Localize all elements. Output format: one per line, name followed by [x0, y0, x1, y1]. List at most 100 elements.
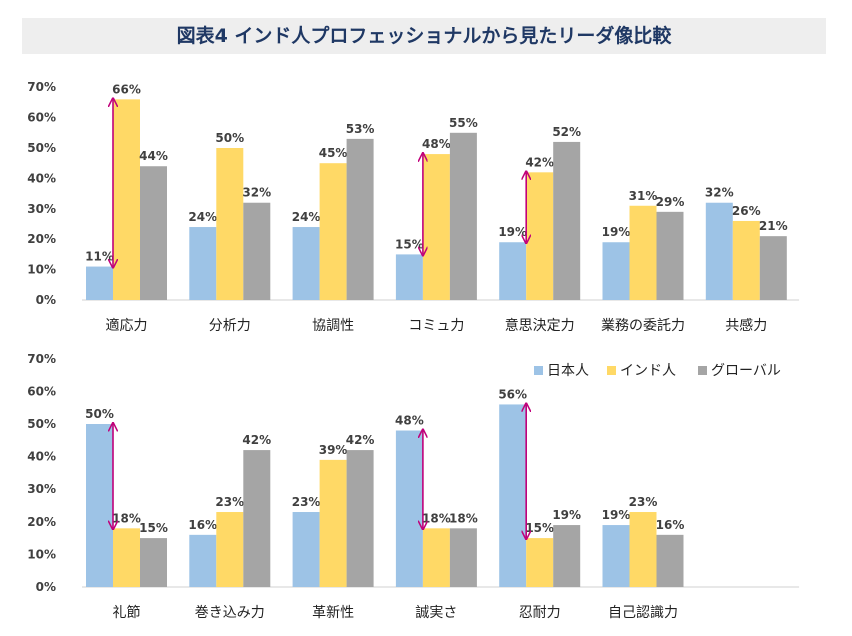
panel1-category-label: 共感力 [725, 317, 767, 334]
panel2-bar-japanese [602, 525, 630, 587]
panel2-ytick-label: 50% [27, 417, 56, 431]
legend-label: 日本人 [547, 363, 589, 379]
panel2-category-label: 革新性 [312, 605, 354, 621]
panel2-ytick-label: 0% [36, 580, 56, 594]
panel1-bar-indian [319, 163, 347, 300]
panel2-bar-indian [422, 528, 450, 587]
panel1-bar-japanese [705, 202, 733, 300]
panel1-data-label: 55% [449, 116, 478, 130]
panel1-data-label: 19% [498, 225, 527, 239]
panel2-data-label: 42% [346, 433, 375, 447]
panel2-data-label: 18% [112, 511, 141, 525]
panel1-data-label: 19% [602, 225, 631, 239]
legend-label: グローバル [711, 363, 781, 379]
panel1-data-label: 42% [525, 155, 554, 169]
panel2-bar-global [449, 528, 477, 587]
panel1-data-label: 32% [242, 186, 271, 200]
title-band [22, 18, 826, 54]
panel1-bar-global [553, 141, 581, 300]
panel2-ytick-label: 10% [27, 547, 56, 561]
panel2-category-label: 誠実さ [415, 605, 457, 621]
panel2-bar-global [346, 450, 374, 587]
panel2-data-label: 18% [449, 511, 478, 525]
panel1-data-label: 32% [705, 186, 734, 200]
panel1-bar-indian [629, 205, 657, 300]
panel2-data-label: 23% [629, 495, 658, 509]
panel1-bar-japanese [395, 254, 423, 300]
legend-swatch-global [698, 366, 707, 375]
panel2-data-label: 50% [85, 407, 114, 421]
panel1-bar-indian [526, 172, 554, 300]
legend-label: インド人 [620, 363, 676, 379]
panel2-bar-global [243, 450, 271, 587]
panel2-ytick-label: 30% [27, 482, 56, 496]
panel1-bar-global [346, 138, 374, 300]
panel1-bar-indian [732, 220, 760, 300]
panel1-bar-indian [422, 154, 450, 300]
panel1-bar-indian [216, 148, 244, 300]
panel1-category-label: 協調性 [312, 318, 354, 334]
panel2-category-label: 礼節 [113, 604, 141, 621]
panel1-category-label: コミュ力 [408, 318, 464, 334]
panel1-bar-global [759, 236, 787, 300]
panel1-bar-japanese [292, 227, 320, 300]
panel2-bar-global [140, 538, 167, 587]
panel1-data-label: 45% [319, 146, 348, 160]
panel2-bar-japanese [395, 430, 423, 587]
panel1-data-label: 24% [188, 210, 217, 224]
panel2-data-label: 39% [319, 443, 348, 457]
panel1-category-label: 業務の委託力 [601, 318, 685, 334]
panel2-data-label: 23% [215, 495, 244, 509]
panel2-bar-global [656, 534, 684, 587]
panel1-category-label: 分析力 [209, 318, 251, 334]
panel1-bar-japanese [86, 266, 113, 300]
panel1-bar-global [449, 132, 477, 300]
panel1-data-label: 11% [85, 250, 114, 264]
panel2-data-label: 15% [525, 521, 554, 535]
panel1-bar-japanese [602, 242, 630, 300]
panel2-bar-indian [629, 512, 657, 587]
panel2-bar-global [553, 525, 581, 587]
panel2-bar-indian [526, 538, 554, 587]
panel2-bar-japanese [189, 534, 217, 587]
panel2-category-label: 忍耐力 [519, 605, 561, 621]
legend-swatch-japanese [534, 366, 543, 375]
panel1-ytick-label: 40% [27, 171, 56, 185]
panel2-category-label: 自己認識力 [608, 605, 678, 621]
panel1-data-label: 15% [395, 237, 424, 251]
panel1-bar-global [656, 211, 684, 300]
panel2-bar-japanese [86, 424, 113, 587]
page-title: 図表4 インド人プロフェッショナルから見たリーダ像比較 [176, 25, 672, 47]
panel2-data-label: 48% [395, 414, 424, 428]
panel1-ytick-label: 30% [27, 202, 56, 216]
panel2-data-label: 19% [602, 508, 631, 522]
panel2-ytick-label: 70% [27, 352, 56, 366]
panel1-bar-japanese [189, 227, 217, 300]
panel1-data-label: 53% [346, 122, 375, 136]
panel1-data-label: 52% [552, 125, 581, 139]
panel1-data-label: 29% [656, 195, 685, 209]
panel1-data-label: 31% [629, 189, 658, 203]
panel1-data-label: 50% [215, 131, 244, 145]
panel1-bar-global [140, 166, 167, 300]
panel2-data-label: 18% [422, 511, 451, 525]
panel1-category-label: 適応力 [106, 317, 148, 334]
panel1-data-label: 48% [422, 137, 451, 151]
panel2-data-label: 16% [656, 518, 685, 532]
panel1-bar-global [243, 202, 271, 300]
panel2-ytick-label: 60% [27, 384, 56, 398]
panel2-bar-indian [216, 512, 244, 587]
panel1-ytick-label: 50% [27, 141, 56, 155]
panel2-data-label: 56% [498, 387, 527, 401]
panel2-data-label: 19% [552, 508, 581, 522]
panel1-ytick-label: 20% [27, 232, 56, 246]
panel2-category-label: 巻き込み力 [195, 605, 265, 621]
panel1-data-label: 21% [759, 219, 788, 233]
panel2-bar-indian [113, 528, 140, 587]
panel2-data-label: 23% [292, 495, 321, 509]
panel2-data-label: 42% [242, 433, 271, 447]
panel1-bar-japanese [499, 242, 527, 300]
panel1-bar-indian [113, 99, 140, 300]
panel1-data-label: 44% [139, 149, 168, 163]
panel2-bar-indian [319, 459, 347, 587]
